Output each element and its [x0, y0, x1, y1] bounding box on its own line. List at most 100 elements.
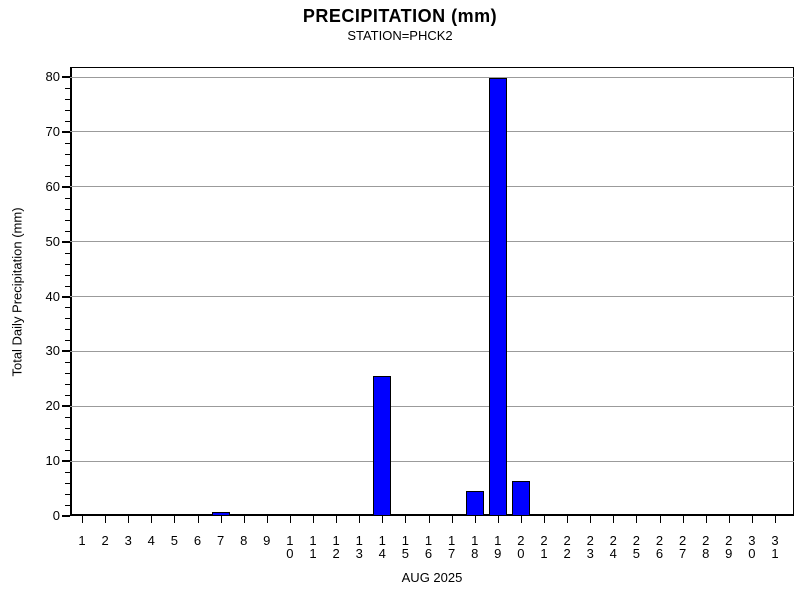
bar-day-20	[511, 481, 530, 516]
x-tick	[336, 516, 338, 523]
y-minor-tick	[65, 98, 70, 100]
y-minor-tick	[65, 285, 70, 287]
x-tick-label: 7	[216, 533, 225, 548]
x-tick	[544, 516, 545, 523]
y-tick-label: 10	[45, 453, 60, 469]
y-major-tick	[62, 515, 70, 517]
y-tick-label: 70	[45, 123, 60, 139]
x-tick	[751, 516, 753, 523]
y-major-tick	[62, 76, 70, 78]
y-major-tick	[62, 185, 70, 188]
y-major-tick	[62, 240, 70, 243]
x-tick-label: 6	[193, 533, 202, 548]
x-tick	[174, 516, 176, 523]
gridline-y-40	[70, 296, 794, 297]
bar-day-23	[581, 514, 600, 516]
y-minor-tick	[65, 340, 70, 342]
x-tick	[567, 516, 569, 523]
y-minor-tick	[65, 472, 70, 474]
y-minor-tick	[65, 450, 70, 452]
bar-day-7	[211, 512, 230, 516]
x-tick	[220, 516, 222, 523]
x-tick	[497, 516, 499, 523]
x-tick	[613, 516, 615, 523]
gridline-y-70	[70, 131, 794, 133]
y-major-tick	[62, 130, 70, 133]
y-minor-tick	[65, 494, 70, 496]
x-tick	[243, 516, 245, 523]
x-tick	[382, 516, 384, 523]
y-minor-tick	[65, 274, 70, 276]
y-minor-tick	[65, 230, 70, 232]
x-tick	[451, 516, 453, 523]
x-tick	[313, 516, 314, 523]
plot-wrap: 0 10 20 30 40 50 60 70 80 1 2 3 4 5 6 7 8 9 1 0 1 1 1 2 1 3 1 4 1 5 1 6…	[46, 67, 794, 560]
x-tick	[359, 516, 361, 523]
y-minor-tick	[65, 153, 70, 155]
y-minor-tick	[65, 109, 70, 111]
bar-day-19	[488, 78, 507, 516]
y-tick-label: 0	[52, 508, 60, 523]
y-tick-label: 50	[45, 233, 60, 249]
x-tick-label: 9	[263, 533, 271, 548]
x-tick	[128, 516, 130, 523]
x-tick	[728, 516, 730, 523]
x-tick-label: 5	[170, 533, 178, 548]
gridline-y-20	[70, 405, 794, 407]
y-minor-tick	[65, 263, 70, 265]
y-tick-label: 30	[45, 343, 60, 359]
y-minor-tick	[65, 87, 70, 89]
x-tick-label: 3	[124, 533, 132, 548]
y-axis-title: Total Daily Precipitation (mm)	[9, 207, 25, 377]
y-minor-tick	[65, 362, 70, 364]
x-tick	[405, 516, 407, 523]
bar-day-1	[73, 514, 91, 516]
y-minor-tick	[65, 164, 70, 166]
y-tick-label: 40	[45, 288, 60, 304]
x-tick	[474, 516, 476, 523]
bar-day-18	[465, 491, 484, 516]
y-minor-tick	[65, 505, 70, 507]
x-tick	[197, 516, 199, 523]
y-minor-tick	[65, 384, 70, 386]
y-minor-tick	[65, 439, 70, 441]
y-minor-tick	[65, 120, 70, 122]
y-minor-tick	[65, 219, 70, 221]
y-tick-label: 20	[45, 398, 60, 414]
x-tick-label: 2	[101, 533, 109, 548]
x-tick-label: 1	[78, 533, 86, 548]
y-major-tick	[62, 295, 70, 298]
y-minor-tick	[65, 373, 70, 375]
chart-title: PRECIPITATION (mm)	[302, 6, 498, 26]
y-minor-tick	[65, 252, 70, 254]
bar-day-14	[373, 376, 392, 516]
bar-day-22	[558, 514, 577, 516]
x-tick	[289, 516, 291, 523]
bar-day-24	[604, 514, 623, 516]
bar-day-13	[350, 514, 369, 516]
x-tick	[590, 516, 592, 523]
y-minor-tick	[65, 142, 70, 144]
x-tick	[682, 516, 684, 523]
plot-frame	[70, 67, 794, 516]
y-major-tick	[62, 460, 70, 463]
bar-day-6	[188, 514, 207, 516]
y-minor-tick	[65, 307, 70, 309]
gridline-y-10	[70, 460, 794, 462]
